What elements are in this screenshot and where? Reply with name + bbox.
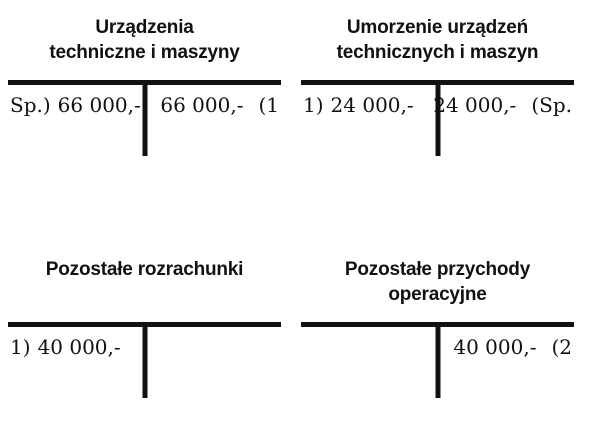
credit-entry: 40 000,- (2 — [453, 335, 572, 359]
t-account-pozostale-rozrachunki: Pozostałe rozrachunki 1) 40 000,- — [8, 250, 281, 402]
entry-amount: 40 000,- — [453, 335, 537, 359]
entry-ref: 1) — [303, 93, 324, 117]
account-title: Urządzenia techniczne i maszyny — [8, 8, 281, 65]
entry-amount: 24 000,- — [433, 93, 517, 117]
debit-entry — [303, 335, 310, 359]
account-title-line: Pozostałe przychody — [344, 259, 531, 280]
account-entries-row: Sp.) 66 000,- 66 000,- (1 — [8, 85, 281, 117]
credit-entry: 66 000,- (1 — [160, 93, 279, 117]
debit-entry: 1) 24 000,- — [303, 93, 414, 117]
account-title: Pozostałe przychody operacyjne — [301, 250, 574, 307]
t-account-vertical-divider — [142, 327, 147, 398]
debit-entry: Sp.) 66 000,- — [10, 93, 141, 117]
account-entries-row: 1) 40 000,- — [8, 327, 281, 359]
entry-amount: 40 000,- — [37, 335, 121, 359]
credit-entry — [264, 335, 279, 359]
t-account-urzadzenia-techniczne-i-maszyny: Urządzenia techniczne i maszyny Sp.) 66 … — [8, 8, 281, 160]
t-account-umorzenie-urzadzen: Umorzenie urządzeń technicznych i maszyn… — [301, 8, 574, 160]
entry-ref: (1 — [258, 93, 279, 117]
account-entries-row: 1) 24 000,- 24 000,- (Sp. — [301, 85, 574, 117]
entry-ref: 1) — [10, 335, 31, 359]
t-account-vertical-divider — [435, 85, 440, 156]
account-title: Umorzenie urządzeń technicznych i maszyn — [301, 8, 574, 65]
account-title-line: Umorzenie urządzeń — [346, 17, 529, 38]
t-account-horizontal-bar — [301, 322, 574, 327]
entry-ref: (Sp. — [531, 93, 572, 117]
account-title-line: Pozostałe rozrachunki — [45, 259, 244, 280]
account-entries-row: 40 000,- (2 — [301, 327, 574, 359]
account-title-line: operacyjne — [388, 284, 487, 305]
entry-ref: Sp.) — [10, 93, 51, 117]
entry-amount: 66 000,- — [57, 93, 141, 117]
entry-amount: 24 000,- — [330, 93, 414, 117]
t-account-horizontal-bar — [8, 80, 281, 85]
t-account-horizontal-bar — [301, 80, 574, 85]
account-title-line: Urządzenia — [95, 17, 194, 38]
debit-entry: 1) 40 000,- — [10, 335, 121, 359]
entry-ref: (2 — [551, 335, 572, 359]
t-account-vertical-divider — [435, 327, 440, 398]
t-account-horizontal-bar — [8, 322, 281, 327]
account-title: Pozostałe rozrachunki — [8, 250, 281, 282]
credit-entry: 24 000,- (Sp. — [433, 93, 572, 117]
entry-amount: 66 000,- — [160, 93, 244, 117]
t-account-pozostale-przychody-operacyjne: Pozostałe przychody operacyjne 40 000,- … — [301, 250, 574, 402]
account-title-line: techniczne i maszyny — [49, 42, 240, 63]
t-account-vertical-divider — [142, 85, 147, 156]
account-title-line: technicznych i maszyn — [336, 42, 539, 63]
